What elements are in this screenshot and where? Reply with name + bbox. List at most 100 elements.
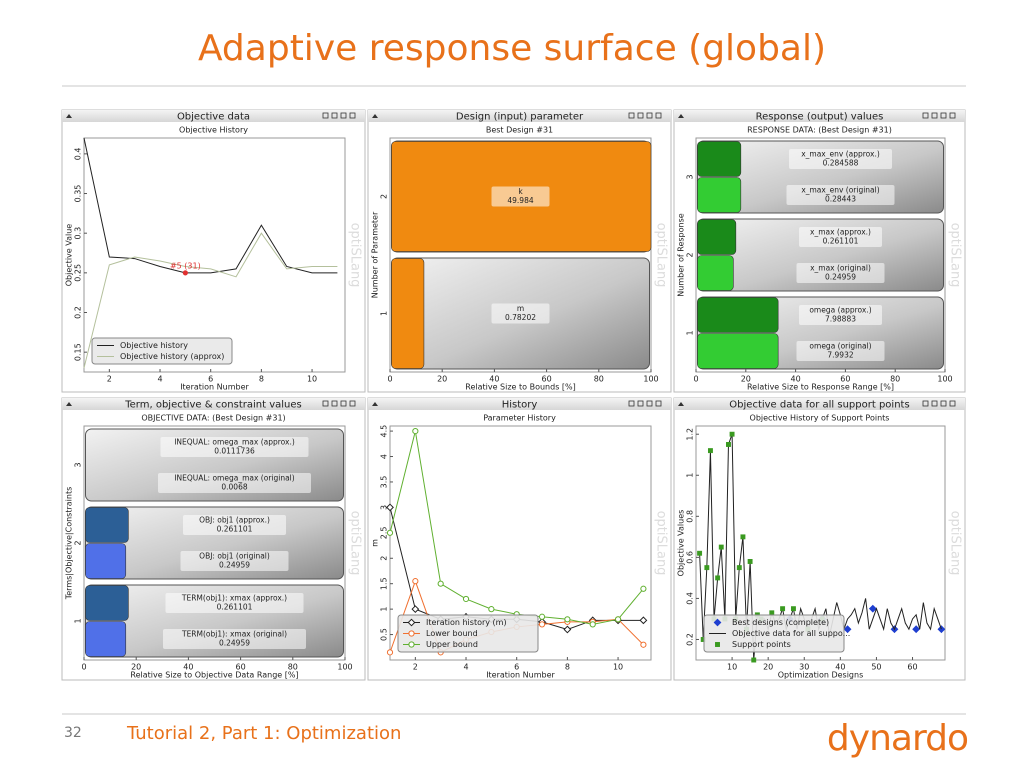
x-tick-label: 100 [337,663,352,672]
y-tick-label: 0.3 [74,227,83,240]
x-tick-label: 6 [514,663,519,672]
y-tick-label: 3 [686,174,695,179]
x-tick-label: 60 [907,663,917,672]
y-tick-label: 0.4 [686,592,695,605]
marker [386,649,394,656]
footer: Tutorial 2, Part 1: Optimization [126,723,401,744]
x-axis-label: Relative Size to Objective Data Range [%… [130,671,298,680]
page-number: 32 [64,725,82,741]
marker [386,529,394,536]
y-tick-label: 1 [380,607,389,612]
x-tick-label: 60 [840,375,850,384]
marker [538,613,546,620]
marker [715,642,720,647]
y-tick-label: 1 [686,330,695,335]
legend-label: Iteration history (m) [426,618,507,627]
x-tick-label: 80 [288,663,298,672]
y-tick-label: 4.5 [380,425,389,438]
readout-value: 7.98883 [825,315,856,324]
marker [843,625,852,634]
marker [868,604,877,613]
header-icon [646,112,653,119]
annotation: #5 (31) [170,261,201,270]
marker [769,610,775,616]
marker [408,630,415,637]
header-icon [940,400,947,407]
legend [91,337,233,365]
readout-name: omega (approx.) [809,306,871,315]
readout-name: INEQUAL: omega_max (original) [174,474,294,483]
y-tick-label: 3.5 [380,476,389,489]
header-icon [322,400,329,407]
header-icon [637,112,644,119]
x-tick-label: 2 [107,375,112,384]
x-axis-label: Iteration Number [486,671,555,680]
x-axis-label: Relative Size to Response Range [%] [747,383,894,392]
x-tick-label: 80 [890,375,900,384]
marker [640,641,647,648]
collapse-icon [372,402,378,406]
header-icon [340,112,347,119]
header-icon [331,112,338,119]
readout-value: 0.28443 [825,195,856,204]
x-tick-label: 20 [763,663,773,672]
panel-title: Response (output) values [756,112,884,123]
header-icon [940,112,947,119]
panel-title: Objective data [177,112,250,123]
x-tick-label: 10 [727,663,737,672]
header-icon [322,112,329,119]
readout-name: x_max_env (approx.) [801,150,880,159]
readout-value: 49.984 [507,196,533,205]
y-tick-label: 3 [380,505,389,510]
readout-box [799,227,882,247]
y-tick-label: 1.5 [380,577,389,590]
readout-value: 0.24959 [219,639,250,648]
y-tick-label: 2.5 [380,526,389,539]
bar [697,297,779,333]
watermark: optiSLang [948,223,963,288]
readout-box [789,149,892,169]
marker [412,427,419,435]
x-tick-label: 8 [565,663,570,672]
panel-title: History [502,400,538,411]
marker [589,621,596,628]
collapse-icon [66,402,72,406]
legend-label: Best designs (complete) [732,618,829,627]
x-axis-label: Iteration Number [180,383,249,392]
x-tick-label: 0 [81,663,86,672]
y-tick-label: 3 [74,462,83,467]
y-tick-label: 2 [686,252,695,257]
header-icon [349,400,356,407]
plot-frame [83,137,346,373]
collapse-icon [678,114,684,118]
readout-value: 0.284588 [823,159,859,168]
legend-label: Upper bound [426,640,478,649]
x-tick-label: 4 [463,663,468,672]
header-icon [349,112,356,119]
series-line [83,232,338,369]
marker [790,606,796,612]
series-line [83,137,338,274]
y-tick-label: 2 [74,540,83,545]
bar [697,255,734,291]
x-tick-label: 100 [937,375,952,384]
x-tick-label: 0 [387,375,392,384]
readout-name: k [518,187,523,196]
legend [703,614,845,653]
marker [408,641,415,648]
header-icon [340,400,347,407]
readout-value: 0.78202 [505,313,536,322]
readout-name: omega (original) [809,342,871,351]
y-tick-label: 4 [380,454,389,459]
header-icon [628,112,635,119]
readout-name: x_max (approx.) [810,228,871,237]
panel-title: Objective data for all support points [729,400,909,411]
y-tick-label: 1 [74,618,83,623]
logo: dynardo [827,718,968,759]
marker [614,616,622,623]
marker [407,618,416,627]
watermark: optiSLang [348,511,363,576]
marker [538,621,546,628]
readout-box [183,515,286,535]
y-tick-label: 2 [380,556,389,561]
